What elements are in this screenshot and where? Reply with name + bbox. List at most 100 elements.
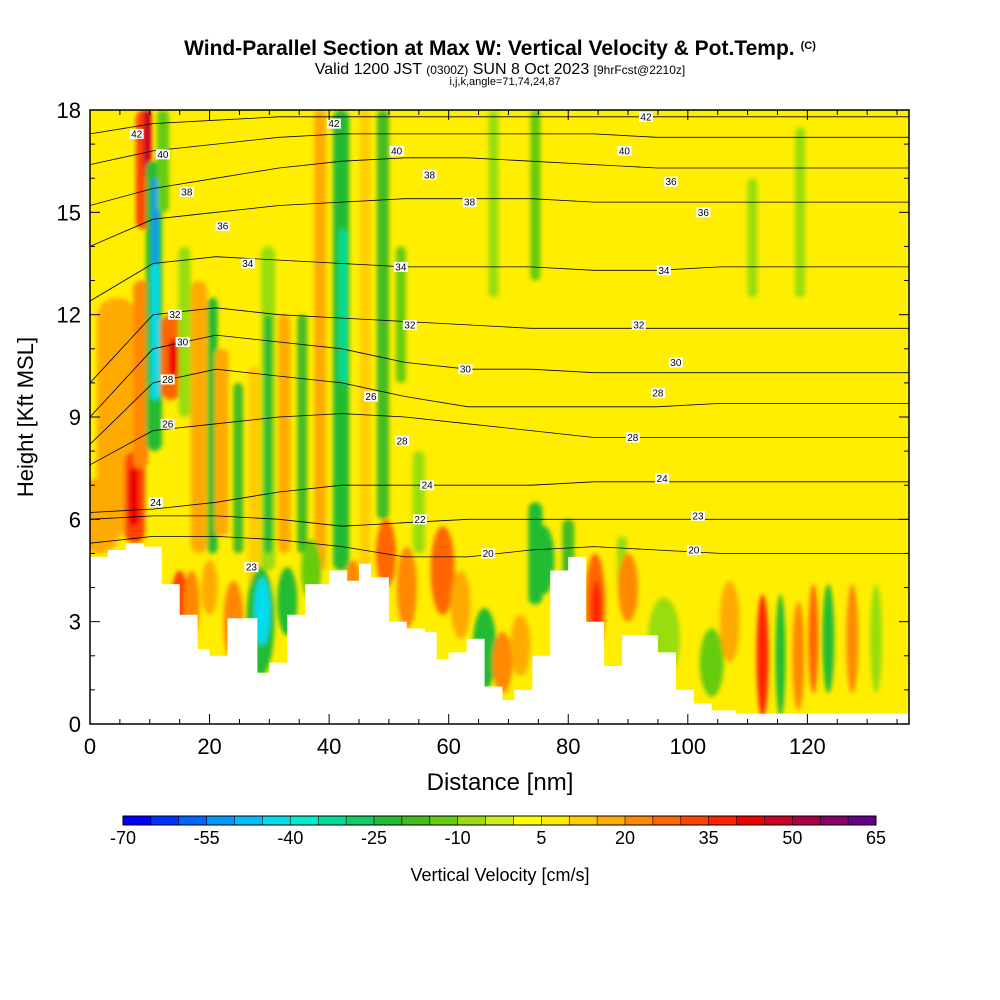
- colorbar-tick-label: -55: [194, 828, 220, 848]
- theta-contour-22: [90, 515, 909, 527]
- contour-label-bg: [155, 149, 170, 160]
- contour-label-bg: [402, 319, 417, 330]
- colorbar-swatch: [318, 816, 347, 825]
- contour-label: 30: [177, 337, 189, 348]
- theta-contour-24: [90, 481, 909, 513]
- contour-label-bg: [686, 545, 701, 556]
- colorbar-swatch: [569, 816, 598, 825]
- contour-label: 26: [162, 419, 174, 430]
- velocity-cell: [450, 570, 471, 639]
- velocity-cell: [870, 584, 883, 694]
- contour-label: 36: [217, 221, 229, 232]
- contour-label-bg: [160, 374, 175, 385]
- contour-label-bg: [462, 197, 477, 208]
- velocity-cell: [808, 584, 819, 694]
- velocity-cell: [396, 546, 417, 629]
- theta-contour-28: [90, 368, 909, 445]
- contour-label: 24: [422, 481, 434, 492]
- contour-label: 38: [424, 170, 436, 181]
- colorbar-swatch: [485, 816, 514, 825]
- colorbar-tick-label: -25: [361, 828, 387, 848]
- colorbar-tick-label: -70: [110, 828, 136, 848]
- colorbar-swatch: [708, 816, 738, 825]
- velocity-band: [143, 110, 152, 179]
- colorbar-tick-label: -10: [445, 828, 471, 848]
- velocity-cell: [775, 594, 786, 718]
- x-tick-label: 100: [669, 734, 706, 759]
- plot-area: 42 40 38 36 34 32 30 28 26 24 42 40 38 38 34 32 30 26 28 24…: [90, 110, 909, 724]
- velocity-band: [264, 314, 273, 554]
- contour-label-bg: [167, 309, 182, 320]
- contour-label-bg: [656, 265, 671, 276]
- colorbar-swatch: [764, 816, 793, 825]
- contour-label: 34: [658, 266, 670, 277]
- y-tick-label: 6: [69, 507, 81, 532]
- colorbar: -70 -55 -40 -25 -10 5 20 35 50 65: [110, 815, 886, 848]
- colorbar-label: Vertical Velocity [cm/s]: [410, 865, 589, 885]
- contour-label: 20: [688, 546, 700, 557]
- contour-label-bg: [179, 186, 194, 197]
- colorbar-frame: [122, 815, 877, 826]
- contour-label: 32: [633, 320, 645, 331]
- contour-label-bg: [458, 364, 473, 375]
- contour-label-bg: [631, 319, 646, 330]
- contour-label-bg: [389, 145, 404, 156]
- velocity-cell: [430, 526, 455, 615]
- theta-contour-30: [90, 334, 909, 418]
- velocity-cell: [492, 631, 513, 694]
- velocity-band: [278, 314, 291, 554]
- y-tick-label: 18: [57, 98, 81, 123]
- contour-label-bg: [160, 418, 175, 429]
- valid-time: Valid 1200 JST: [314, 61, 422, 78]
- contour-label: 40: [157, 150, 169, 161]
- contour-label-bg: [422, 169, 437, 180]
- velocity-band: [248, 365, 261, 588]
- contour-label-bg: [129, 128, 144, 139]
- colorbar-swatch: [262, 816, 291, 825]
- colorbar-swatch: [736, 816, 765, 825]
- theta-contour-26: [90, 413, 909, 466]
- x-tick-label: 60: [436, 734, 460, 759]
- theta-contour-42: [90, 116, 909, 135]
- velocity-band: [747, 178, 758, 298]
- x-tick-label: 0: [84, 734, 96, 759]
- colorbar-tick-label: 20: [615, 828, 635, 848]
- theta-contour-34: [90, 256, 909, 302]
- contour-label: 23: [246, 563, 258, 574]
- chart-title: Wind-Parallel Section at Max W: Vertical…: [0, 37, 1000, 61]
- contour-label-bg: [617, 145, 632, 156]
- contour-label-bg: [638, 111, 653, 122]
- velocity-cell: [699, 628, 724, 697]
- theta-contour-36: [90, 198, 909, 247]
- contour-label-bg: [148, 497, 163, 508]
- colorbar-tick-label: -40: [277, 828, 303, 848]
- x-tick-label: 40: [317, 734, 341, 759]
- contour-label: 40: [391, 146, 403, 157]
- velocity-cell: [618, 553, 639, 622]
- contour-label: 34: [395, 262, 407, 273]
- y-tick-label: 3: [69, 610, 81, 635]
- velocity-band: [795, 127, 806, 298]
- velocity-band: [530, 110, 541, 281]
- contour-label: 22: [414, 515, 426, 526]
- contour-label-bg: [625, 432, 640, 443]
- velocity-cell: [254, 577, 271, 646]
- colorbar-swatch: [541, 816, 570, 825]
- colorbar-swatch: [848, 816, 877, 825]
- contour-label-bg: [664, 176, 679, 187]
- chart-subtitle: Valid 1200 JST (0300Z) SUN 8 Oct 2023 [9…: [0, 61, 1000, 79]
- velocity-band: [168, 338, 179, 377]
- velocity-cell: [510, 614, 531, 677]
- contour-label: 28: [396, 436, 408, 447]
- contour-label-bg: [655, 473, 670, 484]
- contour-label-bg: [412, 514, 427, 525]
- colorbar-swatch: [457, 816, 487, 825]
- contour-label: 40: [619, 146, 631, 157]
- contour-label: 23: [692, 511, 704, 522]
- contour-label-bg: [668, 357, 683, 368]
- chart-title-unit: (C): [800, 40, 816, 52]
- contour-label-bg: [393, 261, 408, 272]
- terrain-mask: [90, 543, 909, 724]
- contour-label-bg: [363, 391, 378, 402]
- contour-label: 28: [652, 389, 664, 400]
